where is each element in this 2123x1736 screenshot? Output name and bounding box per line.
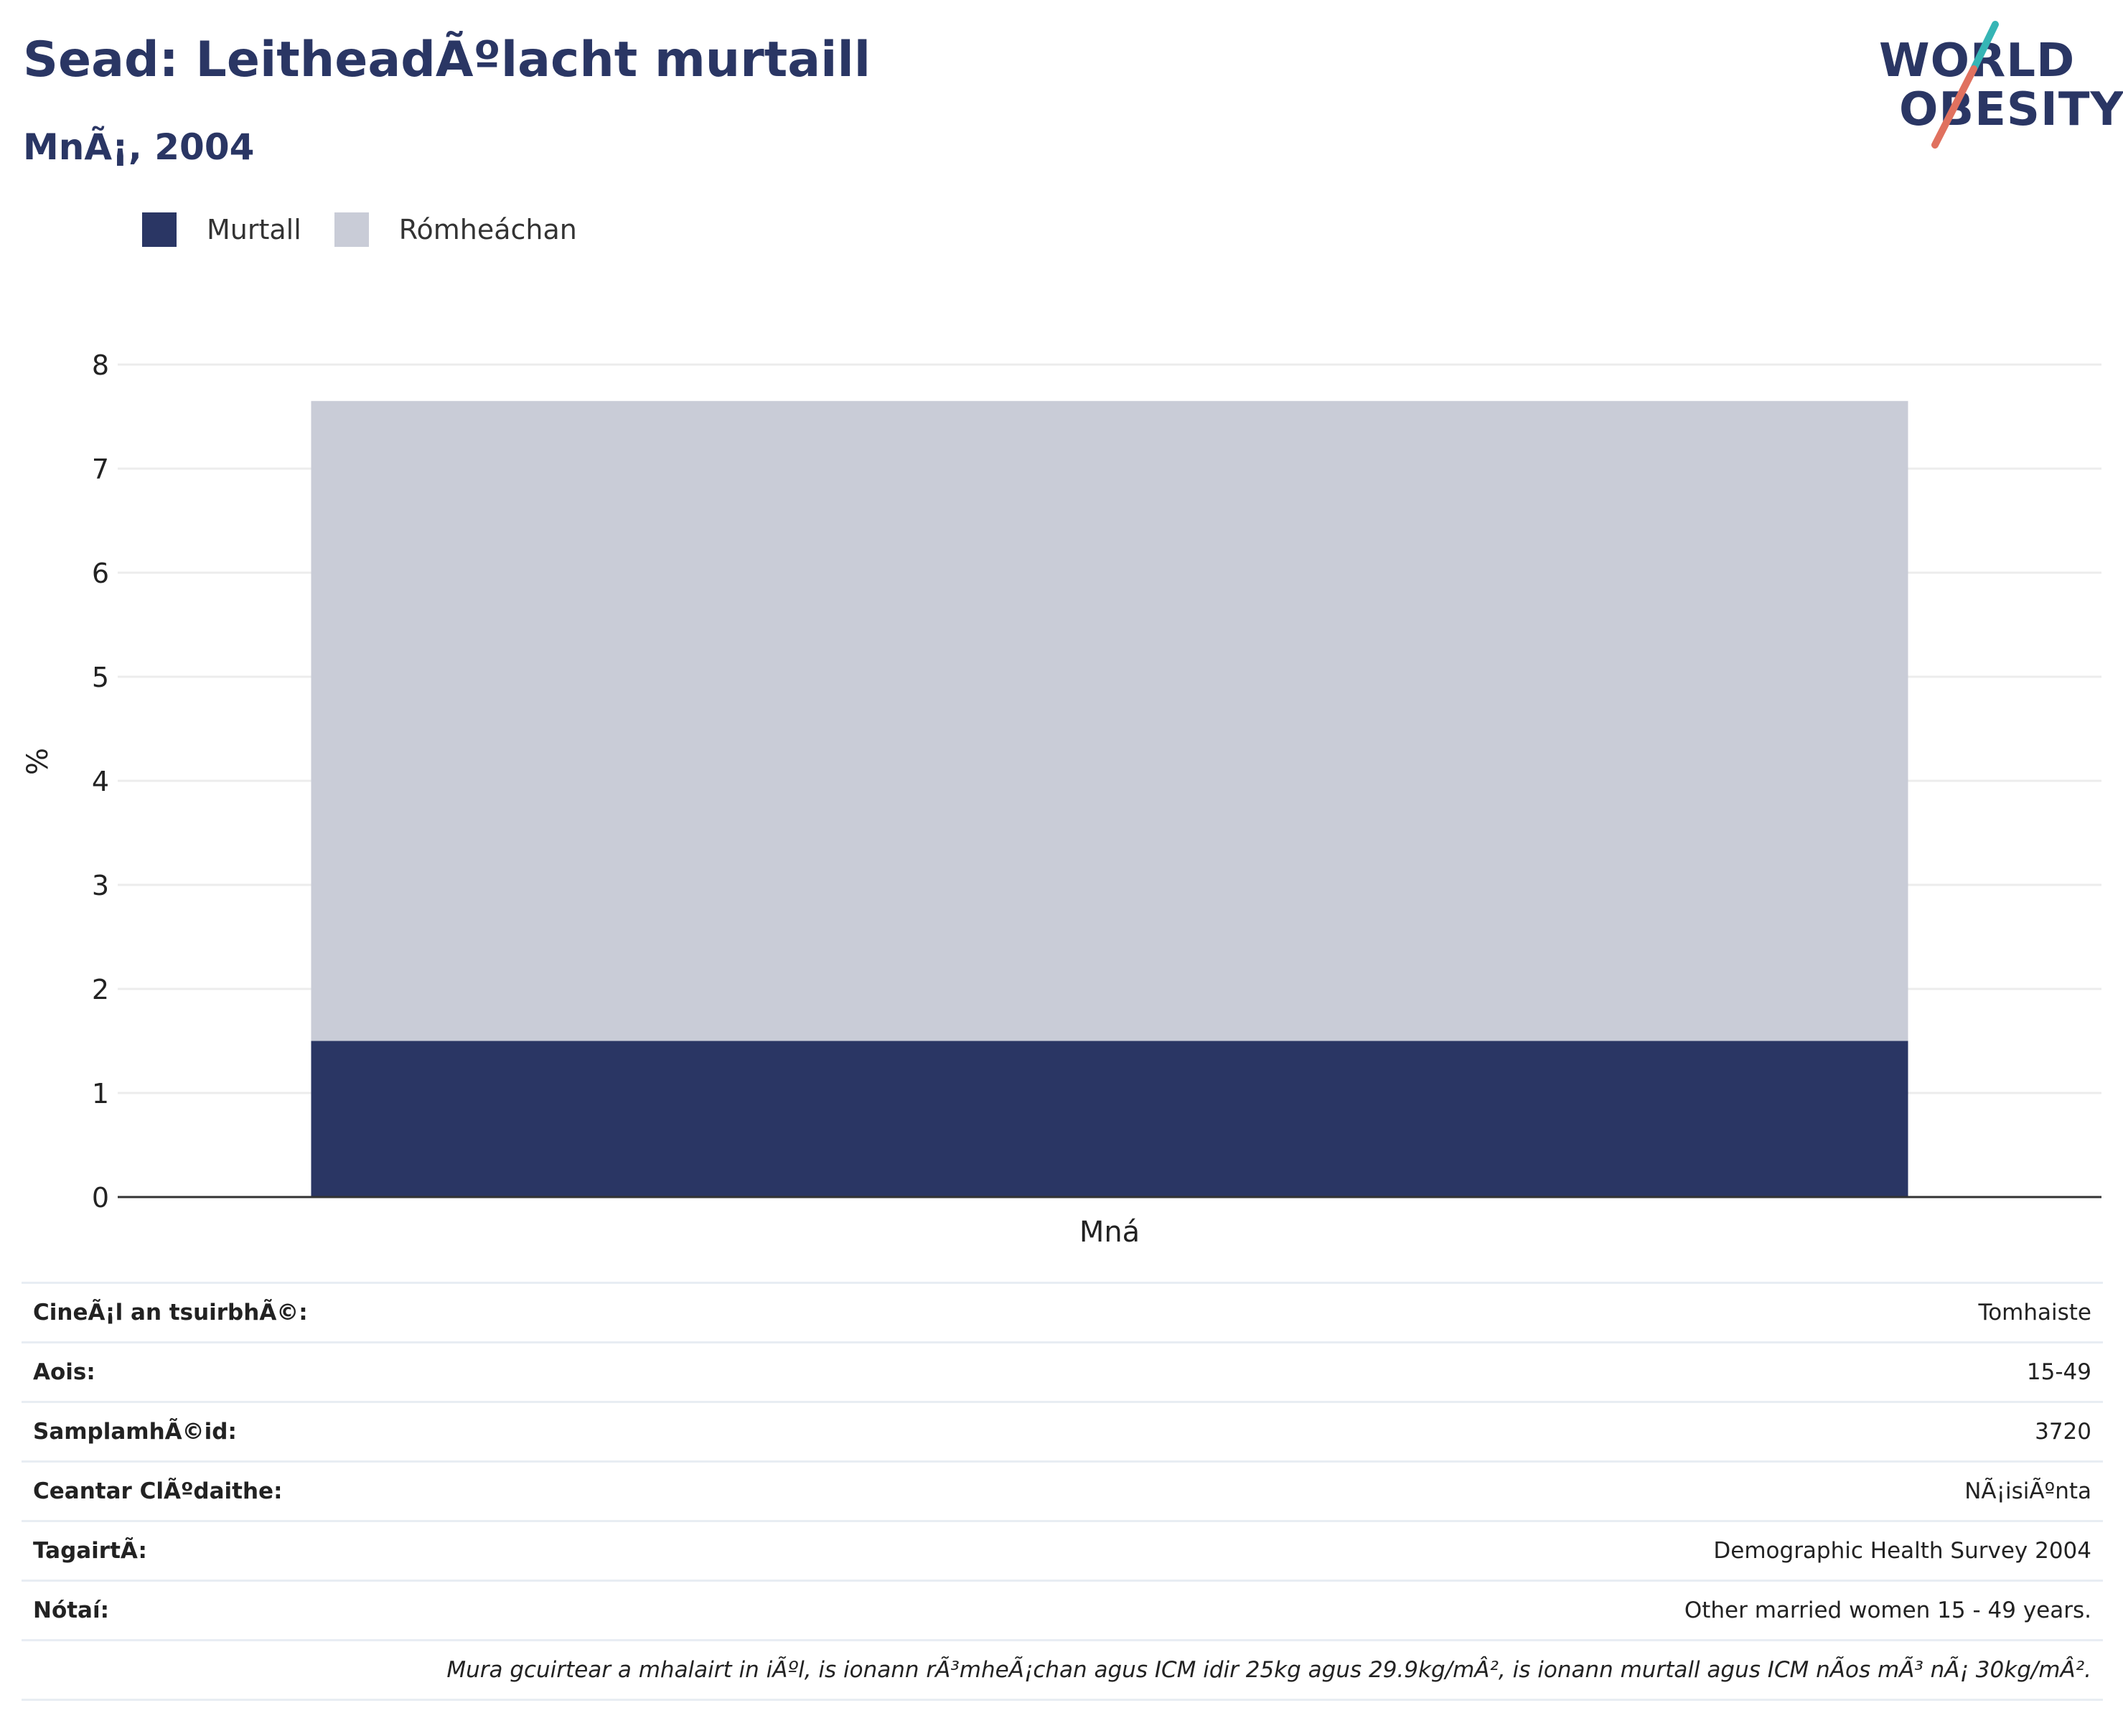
info-value: Tomhaiste <box>1978 1300 2091 1326</box>
legend-swatch-romheachan <box>334 212 369 247</box>
logo-word-2: OBESITY <box>1899 83 2123 136</box>
y-tick-label: 4 <box>92 766 109 797</box>
info-row-age: Aois: 15-49 <box>22 1341 2103 1401</box>
info-value: Other married women 15 - 49 years. <box>1684 1597 2091 1623</box>
chart-title: Sead: LeitheadÃºlacht murtaill <box>23 32 871 88</box>
info-key: SamplamhÃ©id: <box>33 1419 237 1445</box>
y-tick-label: 8 <box>92 349 109 381</box>
legend-swatch-murtall <box>142 212 177 247</box>
x-tick-label: Mná <box>1079 1216 1140 1249</box>
info-key: Nótaí: <box>33 1597 110 1623</box>
y-tick-label: 6 <box>92 558 109 589</box>
info-value: Demographic Health Survey 2004 <box>1713 1538 2091 1564</box>
bar-segment <box>311 400 1908 1041</box>
y-tick-label: 5 <box>92 662 109 693</box>
info-key: Aois: <box>33 1359 95 1385</box>
info-value: 15-49 <box>2026 1359 2091 1385</box>
world-obesity-logo: WORLD OBESITY <box>1866 19 2123 155</box>
footnote-row: Mura gcuirtear a mhalairt in iÃºl, is io… <box>22 1639 2103 1701</box>
info-row-reference: TagairtÃ: Demographic Health Survey 2004 <box>22 1520 2103 1580</box>
info-row-notes: Nótaí: Other married women 15 - 49 years… <box>22 1580 2103 1639</box>
bar-segment <box>311 1041 1908 1197</box>
chart-plot: 0 1 2 3 4 5 6 7 8 Mná <box>92 349 2101 1249</box>
info-key: CineÃ¡l an tsuirbhÃ©: <box>33 1300 308 1326</box>
y-tick-label: 0 <box>92 1182 109 1214</box>
info-row-survey-type: CineÃ¡l an tsuirbhÃ©: Tomhaiste <box>22 1282 2103 1341</box>
legend-item-romheachan[interactable]: Rómheáchan <box>334 212 577 247</box>
info-table: CineÃ¡l an tsuirbhÃ©: Tomhaiste Aois: 15… <box>22 1282 2103 1701</box>
legend: Murtall Rómheáchan <box>142 212 610 247</box>
logo-slash-icon <box>1931 21 1999 149</box>
legend-label-romheachan: Rómheáchan <box>398 214 577 245</box>
y-tick-label: 7 <box>92 454 109 485</box>
y-tick-label: 1 <box>92 1078 109 1109</box>
y-tick-label: 2 <box>92 974 109 1005</box>
info-row-area-covered: Ceantar ClÃºdaithe: NÃ¡isiÃºnta <box>22 1460 2103 1520</box>
footnote: Mura gcuirtear a mhalairt in iÃºl, is io… <box>446 1657 2091 1683</box>
legend-item-murtall[interactable]: Murtall <box>142 212 301 247</box>
info-value: NÃ¡isiÃºnta <box>1964 1478 2091 1504</box>
info-key: Ceantar ClÃºdaithe: <box>33 1478 283 1504</box>
y-tick-label: 3 <box>92 870 109 901</box>
info-value: 3720 <box>2035 1419 2091 1445</box>
chart-subtitle: MnÃ¡, 2004 <box>23 126 255 168</box>
info-key: TagairtÃ: <box>33 1538 147 1564</box>
legend-label-murtall: Murtall <box>207 214 301 245</box>
info-row-sample-size: SamplamhÃ©id: 3720 <box>22 1401 2103 1460</box>
